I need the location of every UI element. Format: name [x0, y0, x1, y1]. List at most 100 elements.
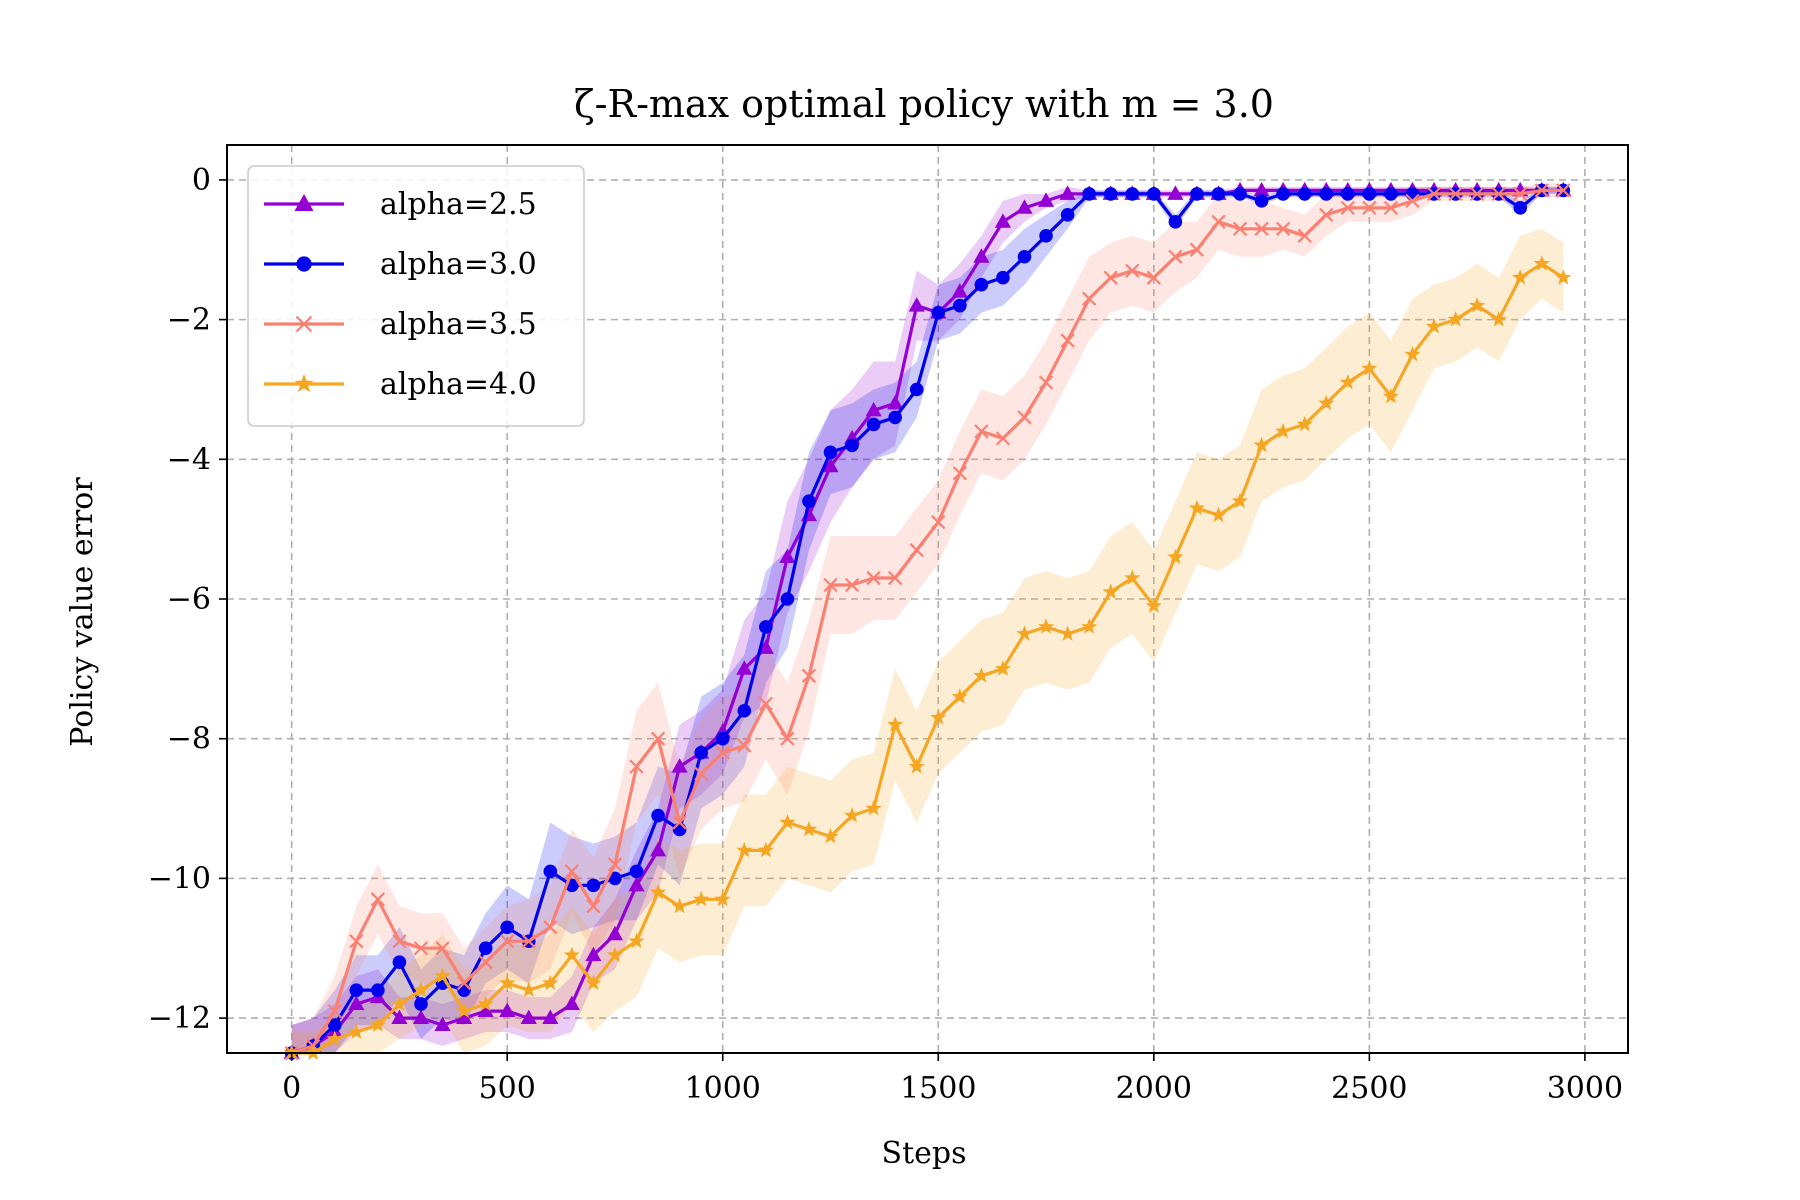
data-point: [1038, 618, 1055, 634]
data-point: [1037, 192, 1055, 207]
data-point: [715, 745, 730, 760]
data-point: [500, 920, 514, 935]
data-point: [1125, 187, 1140, 201]
data-point: [521, 934, 536, 949]
data-point: [1296, 415, 1313, 432]
data-point: [694, 745, 708, 760]
data-point: [477, 995, 494, 1011]
data-point: [951, 688, 968, 704]
data-point: [994, 660, 1011, 676]
data-point: [1513, 186, 1528, 202]
chart-title: ζ-R-max optimal policy with m = 3.0: [574, 82, 1274, 126]
data-point: [1103, 270, 1118, 285]
data-point: [1167, 185, 1184, 200]
data-point: [1082, 187, 1096, 201]
data-point: [780, 592, 795, 606]
data-point: [1426, 186, 1442, 202]
data-point: [1254, 194, 1269, 208]
data-point: [1341, 187, 1355, 201]
data-point: [1060, 333, 1075, 348]
data-point: [844, 577, 860, 593]
data-point: [586, 899, 601, 914]
data-point: [563, 946, 580, 963]
data-point: [650, 731, 666, 746]
data-point: [759, 620, 773, 634]
data-point: [348, 1023, 365, 1039]
data-point: [1210, 506, 1227, 523]
legend: alpha=2.5 alpha=3.0 alpha=3.5 alpha=4.0: [247, 165, 585, 427]
data-point: [866, 417, 881, 432]
legend-marker: [294, 374, 314, 393]
data-point: [973, 248, 990, 263]
data-point: [1318, 394, 1335, 411]
data-point: [543, 864, 558, 879]
confidence-bands: [291, 183, 1564, 1054]
data-point: [1339, 374, 1356, 390]
data-point: [1231, 492, 1249, 509]
data-point: [348, 995, 365, 1011]
data-point: [823, 577, 838, 593]
data-point: [369, 1016, 386, 1032]
legend-label: alpha=4.0: [380, 367, 537, 402]
y-tick-label: −12: [148, 1001, 211, 1036]
data-point: [1275, 221, 1291, 236]
data-point: [714, 890, 731, 907]
data-point: [736, 660, 753, 675]
data-point: [434, 1016, 451, 1032]
data-point: [456, 976, 472, 991]
data-point: [413, 941, 429, 956]
data-point: [1038, 375, 1054, 390]
data-point: [951, 283, 968, 298]
data-point: [1190, 187, 1204, 201]
data-point: [974, 424, 989, 439]
data-point: [1404, 346, 1421, 362]
data-point: [736, 841, 753, 858]
data-point: [500, 934, 515, 949]
data-point: [931, 515, 946, 530]
data-point: [1147, 187, 1161, 201]
series-4: [283, 255, 1572, 1060]
data-point: [412, 1009, 430, 1025]
legend-label: alpha=2.5: [380, 187, 537, 222]
data-point: [758, 696, 773, 711]
data-point: [1211, 214, 1226, 229]
data-point: [606, 946, 624, 963]
data-point: [371, 983, 385, 997]
series-3: [284, 183, 1571, 1061]
data-point: [1469, 297, 1486, 313]
data-point: [434, 967, 451, 983]
data-point: [1189, 242, 1205, 257]
data-point: [801, 668, 817, 683]
data-point: [1253, 181, 1270, 197]
data-point: [908, 297, 925, 312]
data-point: [327, 1003, 342, 1019]
data-point: [370, 892, 386, 907]
data-point: [542, 974, 559, 990]
data-point: [888, 410, 902, 425]
data-point: [457, 983, 471, 997]
data-point: [1469, 186, 1485, 202]
data-point: [865, 401, 882, 417]
data-point: [1211, 187, 1226, 201]
data-point: [1167, 548, 1184, 564]
data-point: [737, 738, 752, 753]
data-point: [1059, 185, 1076, 200]
data-point: [1425, 318, 1443, 334]
data-point: [586, 878, 601, 893]
data-point: [802, 494, 816, 509]
data-point: [1405, 193, 1420, 209]
data-point: [1384, 187, 1398, 201]
data-point: [996, 270, 1010, 285]
data-point: [412, 981, 430, 997]
data-point: [1188, 499, 1205, 516]
data-point: [1556, 183, 1571, 198]
legend-marker: [295, 315, 313, 333]
legend-box: [247, 165, 585, 427]
data-point: [499, 1002, 516, 1018]
data-point: [651, 808, 665, 823]
data-point: [757, 841, 774, 858]
data-point: [629, 864, 644, 879]
data-point: [1490, 311, 1507, 327]
